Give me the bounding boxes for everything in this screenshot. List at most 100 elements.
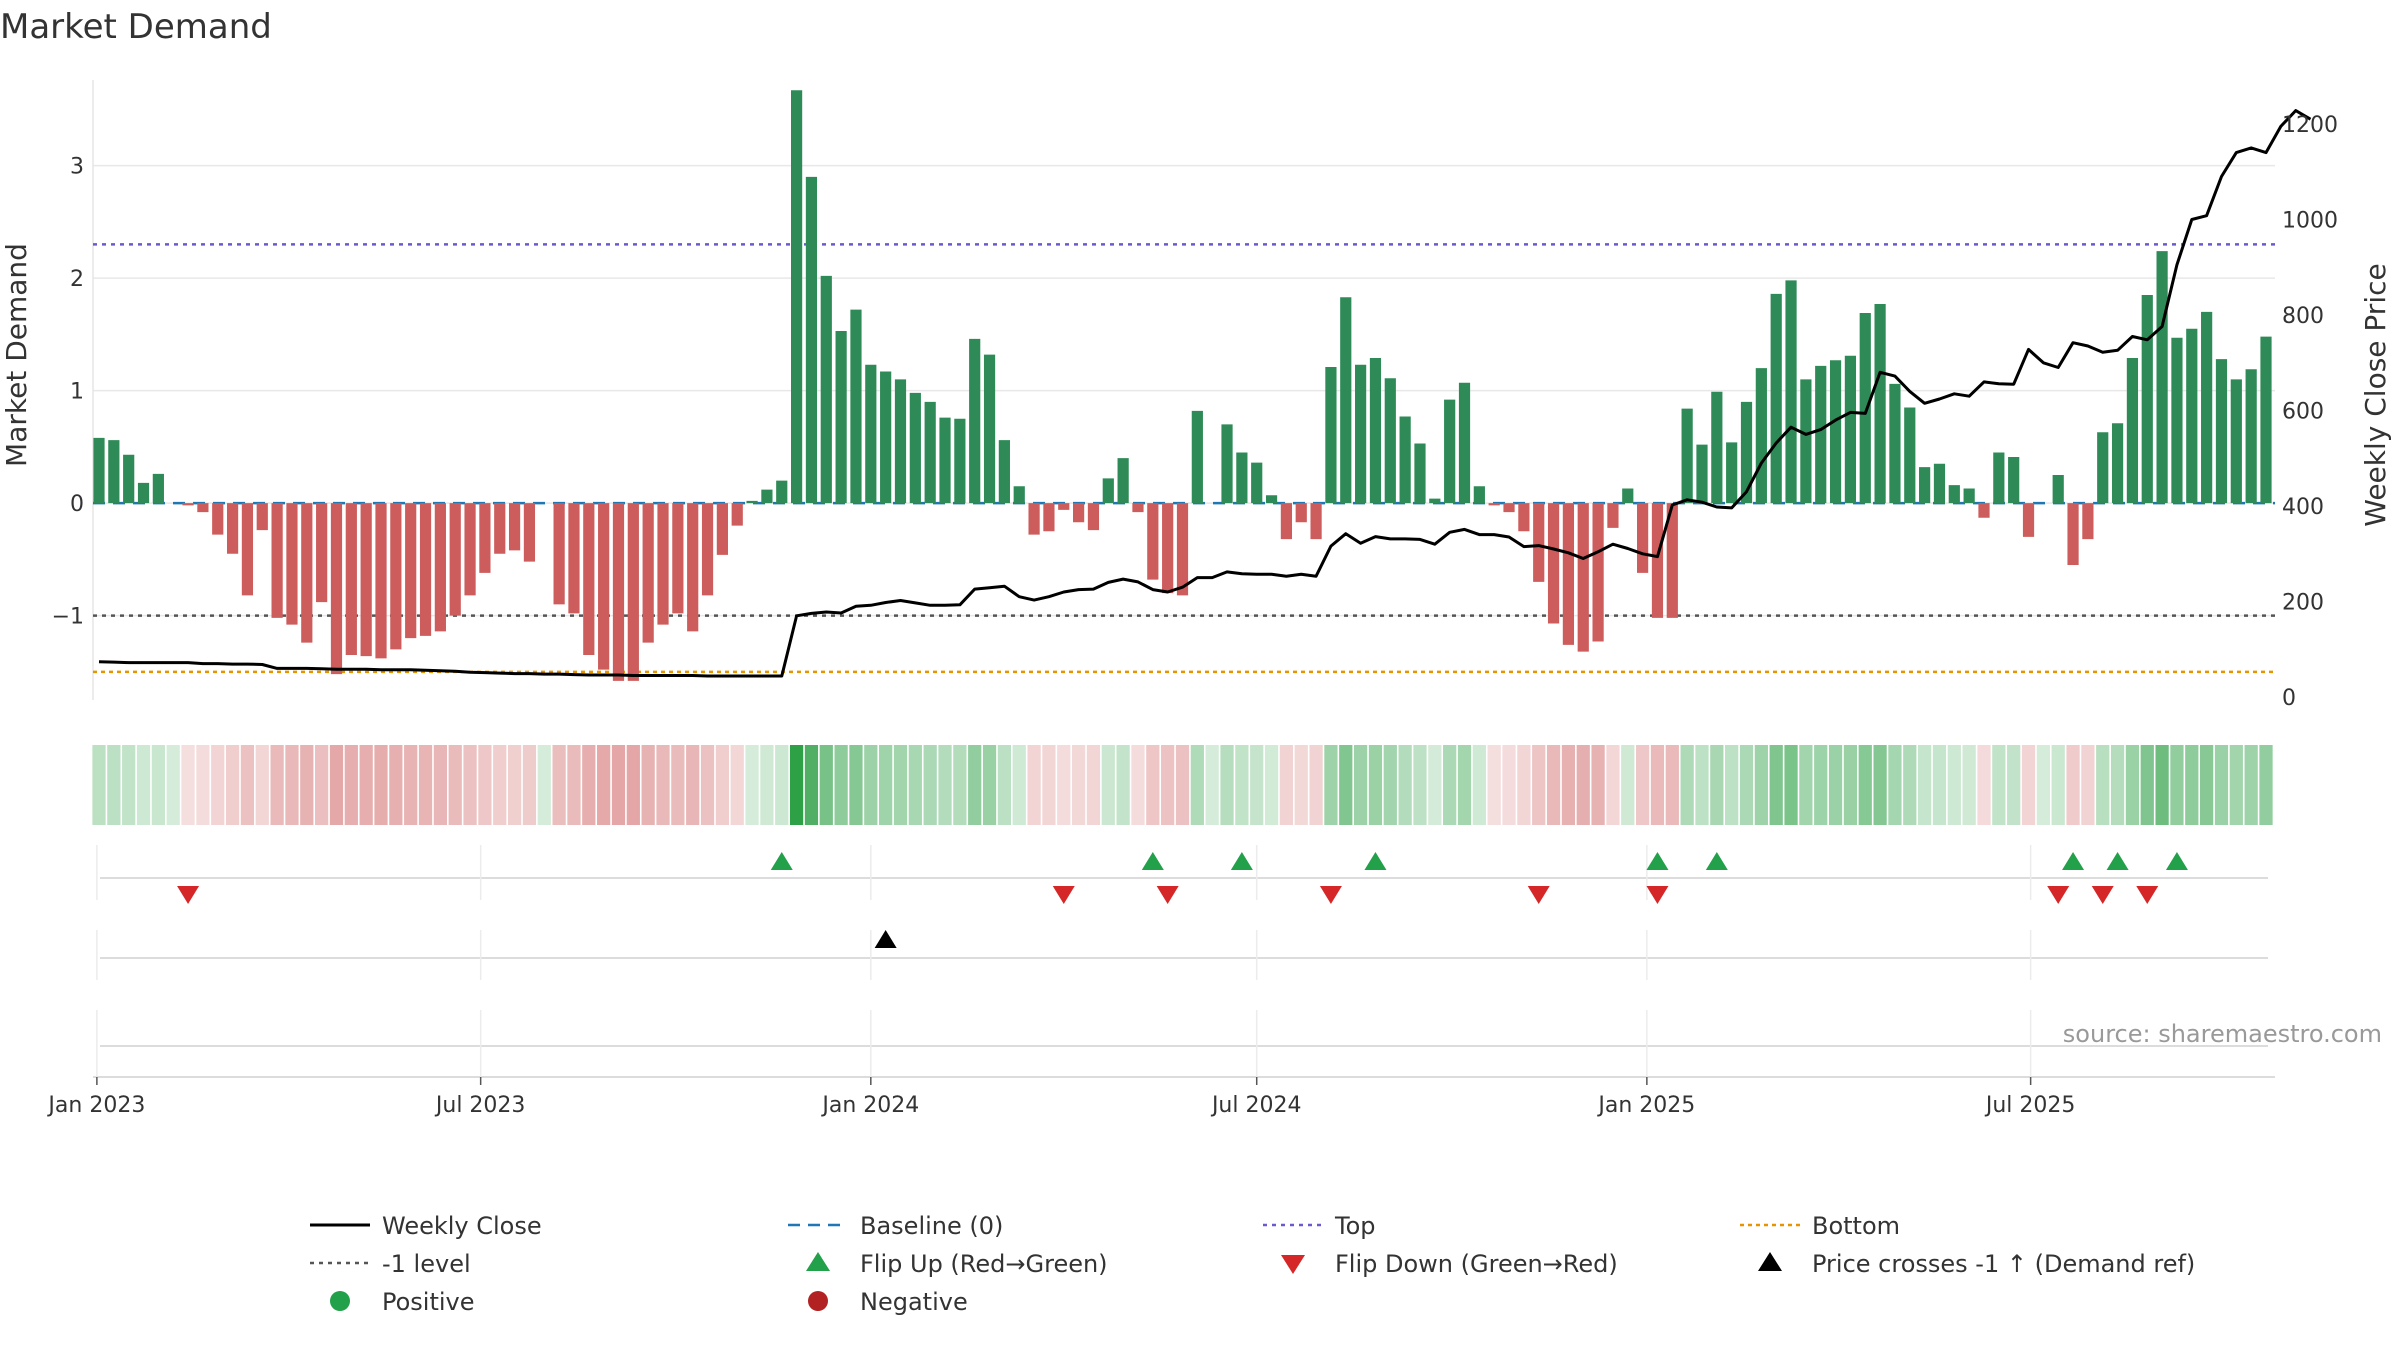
heat-cell	[2081, 745, 2095, 825]
demand-bar	[2052, 475, 2064, 504]
demand-bar	[226, 503, 239, 554]
legend-swatch-flip-down	[1281, 1255, 1305, 1274]
demand-bar	[152, 473, 164, 504]
heat-cell	[1828, 745, 1843, 825]
demand-heat-strip	[92, 745, 2273, 825]
demand-bar	[1755, 368, 1767, 504]
demand-bar	[2141, 295, 2153, 504]
right-tick-label: 0	[2282, 686, 2296, 711]
heat-cell	[448, 745, 462, 825]
demand-bar	[212, 503, 224, 535]
demand-bar	[523, 503, 536, 562]
heat-cell	[2096, 745, 2110, 825]
demand-bars	[93, 90, 2272, 681]
heat-cell	[1368, 745, 1383, 825]
heat-cell	[597, 745, 611, 825]
heat-cell	[270, 745, 284, 825]
heat-cell	[1071, 745, 1086, 825]
demand-bar	[2201, 311, 2213, 504]
flip-down-marker	[2047, 886, 2070, 904]
heat-cell	[1784, 745, 1798, 825]
signal-panels	[93, 845, 2275, 1078]
heat-cell	[1814, 745, 1828, 825]
demand-bar	[1711, 391, 1723, 504]
heat-cell	[433, 745, 447, 825]
demand-bar	[1191, 410, 1203, 504]
heat-cell	[404, 745, 418, 825]
left-tick-label: 1	[70, 380, 84, 405]
demand-bar	[983, 354, 996, 504]
demand-bar	[1785, 280, 1797, 504]
heat-cell	[1353, 745, 1368, 825]
heat-cell	[1383, 745, 1397, 825]
heat-cell	[656, 745, 670, 825]
demand-bar	[880, 371, 892, 504]
legend-label: Top	[1334, 1212, 1376, 1240]
demand-bar	[108, 440, 120, 504]
demand-bar	[2022, 503, 2035, 537]
demand-bar	[790, 90, 803, 504]
right-axis-ticks: 0 200 400 600 800 1000 1200	[2282, 113, 2338, 711]
heat-cell	[626, 745, 640, 825]
demand-bar	[1043, 503, 1055, 532]
heat-cell	[1443, 745, 1457, 825]
demand-bar	[2215, 359, 2228, 504]
heat-cell	[2110, 745, 2125, 825]
heat-cell	[136, 745, 151, 825]
demand-bar	[1176, 503, 1189, 596]
heat-cell	[1131, 745, 1145, 825]
demand-bar	[2186, 328, 2198, 504]
demand-bar	[939, 417, 951, 504]
demand-bar	[464, 503, 476, 596]
legend-label: Bottom	[1812, 1212, 1900, 1240]
flip-up-marker	[2106, 852, 2129, 870]
heat-cell	[329, 745, 344, 825]
heat-cell	[1680, 745, 1694, 825]
right-tick-label: 600	[2282, 400, 2324, 425]
heat-cell	[923, 745, 937, 825]
demand-bar	[850, 309, 862, 504]
demand-bar	[390, 503, 402, 650]
demand-bar	[1444, 399, 1456, 504]
heat-cell	[1665, 745, 1679, 825]
demand-bar	[2260, 336, 2272, 504]
demand-bar	[776, 480, 788, 504]
demand-bar	[954, 418, 966, 504]
flip-down-marker	[2091, 886, 2114, 904]
demand-bar	[301, 503, 313, 643]
heat-cell	[1279, 745, 1294, 825]
demand-bar	[2111, 423, 2124, 504]
demand-bar	[1132, 503, 1144, 513]
heat-cell	[1146, 745, 1160, 825]
demand-bar	[627, 503, 639, 681]
demand-bar	[1162, 503, 1174, 594]
demand-bar	[598, 503, 610, 670]
flip-down-marker	[1527, 886, 1550, 904]
demand-bar	[1251, 462, 1263, 504]
heat-cell	[1472, 745, 1486, 825]
heat-cell	[1428, 745, 1442, 825]
demand-bar	[1429, 498, 1441, 504]
demand-bar	[197, 503, 209, 513]
demand-bar	[1651, 503, 1664, 618]
source-note: source: sharemaestro.com	[2063, 1020, 2382, 1048]
x-tick-label: Jul 2023	[434, 1093, 526, 1118]
heat-cell	[700, 745, 715, 825]
heat-cell	[893, 745, 908, 825]
demand-bar	[894, 379, 907, 504]
price-cross-marker	[874, 930, 897, 948]
demand-bar	[2171, 337, 2183, 504]
heat-cell	[775, 745, 789, 825]
heat-cell	[166, 745, 180, 825]
demand-bar	[479, 503, 491, 573]
demand-bar	[345, 503, 357, 655]
heat-cell	[2244, 745, 2258, 825]
flip-up-marker	[2165, 852, 2188, 870]
demand-bar	[2008, 457, 2020, 504]
flip-down-marker	[2136, 886, 2159, 904]
demand-bar	[1265, 495, 1278, 504]
heat-cell	[463, 745, 477, 825]
heat-cell	[1591, 745, 1605, 825]
heat-cell	[1398, 745, 1412, 825]
